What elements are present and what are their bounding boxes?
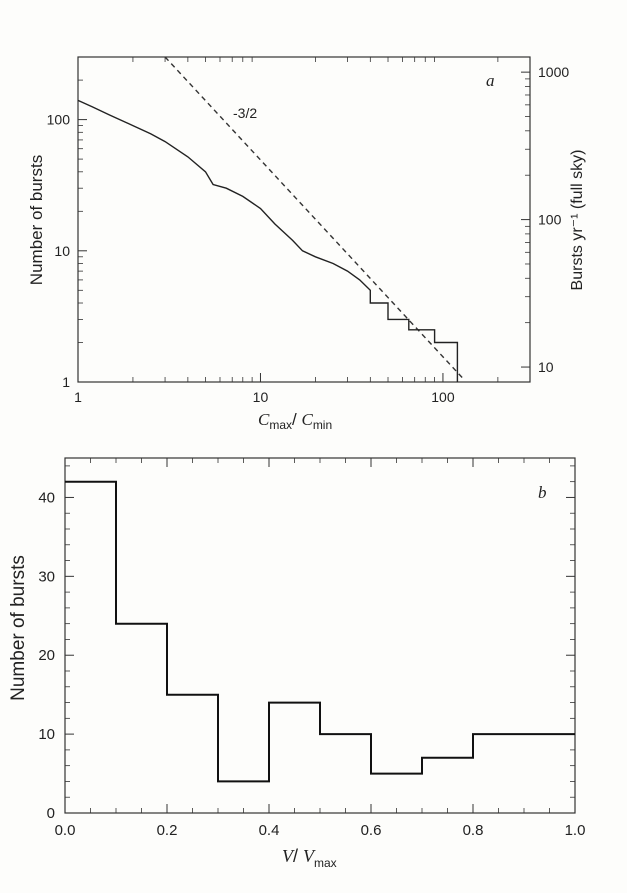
b-x-tick-label: 0.2 <box>157 822 178 839</box>
panel-a-frame <box>77 56 531 383</box>
x-label-min-sub: min <box>313 418 332 432</box>
panel-a-x-ticks: 1 10 100 <box>74 57 531 405</box>
b-y-tick-label: 0 <box>47 805 55 822</box>
b-x-tick-label: 0.6 <box>361 822 382 839</box>
v-vmax-histogram <box>65 480 575 783</box>
panel-b-x-ticks: 0.0 0.2 0.4 0.6 0.8 1.0 <box>55 458 586 839</box>
slope-reference-line <box>164 56 465 380</box>
b-y-tick-label: 20 <box>38 647 55 664</box>
x-label-v2: V <box>303 846 316 866</box>
x-label-c: C <box>258 410 270 429</box>
panel-a-y-ticks: 1 10 100 <box>47 56 87 390</box>
a-y-tick-label: 10 <box>54 243 70 259</box>
x-label-sep-b: / <box>293 846 303 866</box>
b-x-tick-label: 0.8 <box>463 822 484 839</box>
x-label-vmax-sub: max <box>314 856 337 870</box>
panel-a-y2-axis-label: Bursts yr⁻¹ (full sky) <box>569 150 586 291</box>
a-x-tick-label: 10 <box>253 389 269 405</box>
a-y-tick-label: 1 <box>62 374 70 390</box>
panel-b-label: b <box>538 483 547 502</box>
b-y-tick-label: 10 <box>38 726 55 743</box>
b-x-tick-label: 0.0 <box>55 822 76 839</box>
a-y-tick-label: 100 <box>47 112 71 128</box>
x-label-c2: C <box>301 410 313 429</box>
a-x-tick-label: 100 <box>431 389 455 405</box>
b-x-tick-label: 1.0 <box>565 822 586 839</box>
cumulative-count-series <box>77 99 459 382</box>
panel-a: 1 10 100 1 10 100 1000 100 10 -3/2 a Number of… <box>27 56 586 432</box>
x-label-v: V <box>282 846 295 866</box>
slope-label: -3/2 <box>233 105 257 121</box>
panel-b-x-axis-label: V/ Vmax <box>282 846 337 870</box>
a-y2-tick-label: 10 <box>538 359 554 375</box>
panel-a-y2-ticks: 1000 100 10 <box>521 64 569 375</box>
panel-b: 0.0 0.2 0.4 0.6 0.8 1.0 0 10 20 30 40 b Number of… <box>8 457 586 870</box>
panel-b-frame <box>64 457 576 814</box>
b-y-tick-label: 40 <box>38 489 55 506</box>
panel-a-y-axis-label: Number of bursts <box>27 155 46 285</box>
x-label-sep: / <box>292 410 301 429</box>
x-label-max-sub: max <box>269 418 292 432</box>
panel-a-label: a <box>486 71 495 90</box>
a-y2-tick-label: 100 <box>538 212 562 228</box>
a-x-tick-label: 1 <box>74 389 82 405</box>
a-y2-tick-label: 1000 <box>538 64 569 80</box>
panel-b-y-ticks: 0 10 20 30 40 <box>38 465 575 822</box>
b-y-tick-label: 30 <box>38 568 55 585</box>
panel-a-x-axis-label: Cmax/ Cmin <box>258 410 332 432</box>
panel-b-y-axis-label: Number of bursts <box>8 555 29 701</box>
b-x-tick-label: 0.4 <box>259 822 280 839</box>
